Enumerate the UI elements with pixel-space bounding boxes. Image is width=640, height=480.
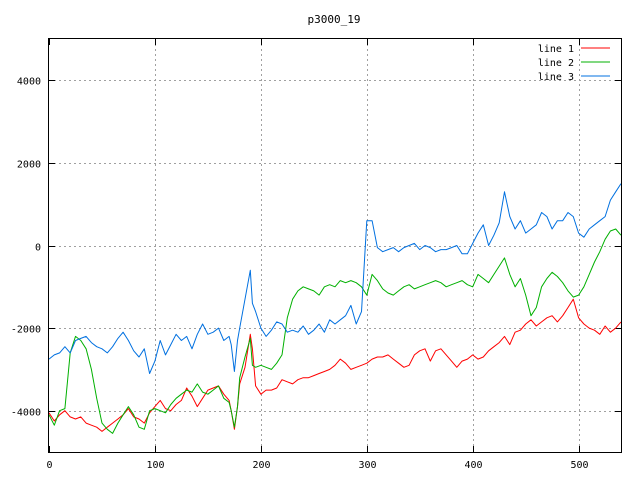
series-line-3 [48, 183, 622, 374]
y-tick-label: -4000 [11, 408, 41, 419]
axis-ticks: 0 100 200 300 400 500 -4000 -2000 0 2000 4000 [11, 39, 621, 471]
x-tick-label: 200 [252, 460, 270, 471]
y-tick-label: 2000 [17, 160, 41, 171]
x-tick-label: 400 [464, 460, 482, 471]
series-lines [48, 183, 622, 434]
x-tick-label: 0 [46, 460, 52, 471]
legend-label: line 3 [538, 72, 574, 83]
grid [49, 39, 621, 452]
y-tick-label: 4000 [17, 77, 41, 88]
x-tick-label: 300 [358, 460, 376, 471]
legend: line 1 line 2 line 3 [538, 44, 610, 83]
series-line-2 [48, 228, 622, 434]
y-tick-label: 0 [35, 243, 41, 254]
plot-frame [48, 38, 622, 453]
series-line-1 [48, 298, 622, 432]
y-tick-label: -2000 [11, 325, 41, 336]
x-tick-label: 100 [146, 460, 164, 471]
legend-label: line 1 [538, 44, 574, 55]
chart-title: p3000_19 [308, 13, 361, 26]
x-tick-label: 500 [570, 460, 588, 471]
legend-label: line 2 [538, 58, 574, 69]
